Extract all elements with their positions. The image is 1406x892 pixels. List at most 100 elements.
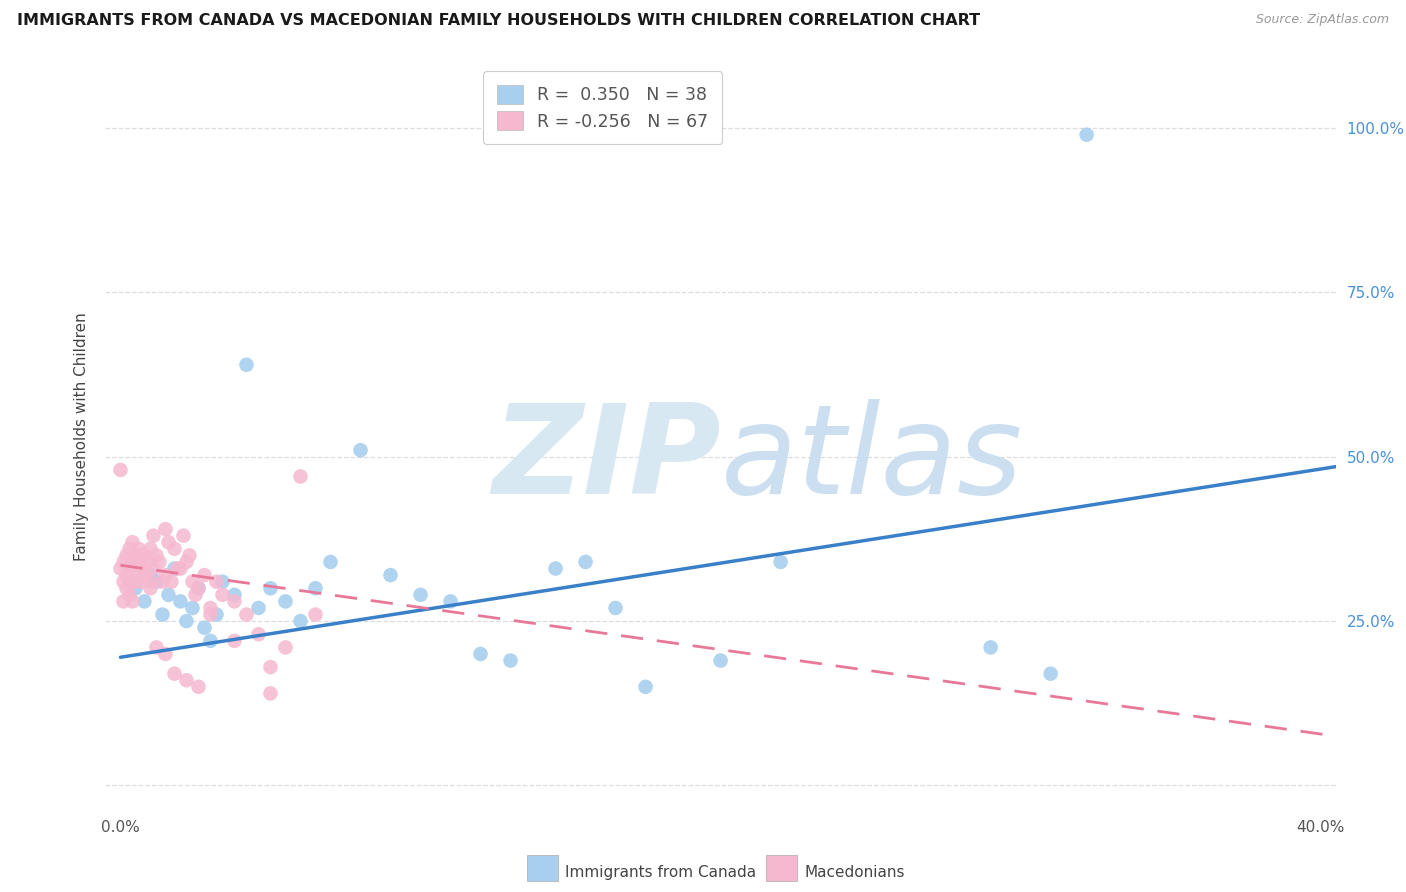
Point [145, 640, 167, 655]
Point [131, 574, 153, 589]
Point [205, 607, 228, 622]
Point [769, 555, 792, 569]
Point [152, 607, 174, 622]
Point [247, 601, 270, 615]
Point [235, 607, 257, 622]
Point [205, 574, 228, 589]
Point [176, 614, 198, 628]
Point [169, 561, 191, 575]
Point [224, 588, 246, 602]
Text: Source: ZipAtlas.com: Source: ZipAtlas.com [1256, 13, 1389, 27]
Point [187, 680, 209, 694]
Point [980, 640, 1002, 655]
Point [124, 549, 146, 563]
Point [131, 549, 153, 563]
Point [470, 647, 492, 661]
Text: Immigrants from Canada: Immigrants from Canada [565, 865, 756, 880]
Point [155, 568, 177, 582]
Point [710, 654, 733, 668]
Point [163, 666, 186, 681]
Point [304, 581, 326, 595]
Text: Macedonians: Macedonians [804, 865, 904, 880]
Point [127, 555, 149, 569]
Point [157, 588, 180, 602]
Point [184, 588, 207, 602]
Point [290, 614, 312, 628]
Point [112, 555, 135, 569]
Point [187, 581, 209, 595]
Point [131, 561, 153, 575]
Point [118, 588, 141, 602]
Point [574, 555, 596, 569]
Point [319, 555, 342, 569]
Point [155, 522, 177, 536]
Point [1039, 666, 1062, 681]
Point [139, 581, 162, 595]
Point [115, 549, 138, 563]
Point [179, 549, 201, 563]
Point [200, 601, 222, 615]
Point [163, 561, 186, 575]
Legend: R =  0.350   N = 38, R = -0.256   N = 67: R = 0.350 N = 38, R = -0.256 N = 67 [484, 71, 723, 145]
Point [380, 568, 402, 582]
Point [139, 574, 162, 589]
Point [1076, 128, 1098, 142]
Point [439, 594, 461, 608]
Point [142, 561, 165, 575]
Point [181, 574, 204, 589]
Y-axis label: Family Households with Children: Family Households with Children [75, 313, 90, 561]
Point [181, 601, 204, 615]
Point [118, 561, 141, 575]
Point [134, 549, 156, 563]
Point [259, 581, 281, 595]
Point [148, 555, 170, 569]
Text: IMMIGRANTS FROM CANADA VS MACEDONIAN FAMILY HOUSEHOLDS WITH CHILDREN CORRELATION: IMMIGRANTS FROM CANADA VS MACEDONIAN FAM… [17, 13, 980, 29]
Point [136, 555, 159, 569]
Point [176, 673, 198, 688]
Point [118, 541, 141, 556]
Point [224, 594, 246, 608]
Point [634, 680, 657, 694]
Point [247, 627, 270, 641]
Point [134, 594, 156, 608]
Point [121, 574, 143, 589]
Point [112, 574, 135, 589]
Point [224, 633, 246, 648]
Point [169, 594, 191, 608]
Point [145, 574, 167, 589]
Point [172, 529, 194, 543]
Point [200, 607, 222, 622]
Point [112, 594, 135, 608]
Point [127, 541, 149, 556]
Point [121, 535, 143, 549]
Point [259, 660, 281, 674]
Point [110, 463, 132, 477]
Point [121, 594, 143, 608]
Point [166, 561, 188, 575]
Point [211, 588, 233, 602]
Point [193, 568, 215, 582]
Point [124, 561, 146, 575]
Point [193, 621, 215, 635]
Point [155, 647, 177, 661]
Point [124, 574, 146, 589]
Point [160, 574, 183, 589]
Text: ZIP: ZIP [492, 399, 721, 520]
Point [139, 541, 162, 556]
Point [134, 568, 156, 582]
Point [152, 574, 174, 589]
Point [145, 549, 167, 563]
Point [211, 574, 233, 589]
Point [139, 568, 162, 582]
Point [115, 568, 138, 582]
Point [290, 469, 312, 483]
Text: atlas: atlas [721, 399, 1022, 520]
Point [200, 633, 222, 648]
Point [115, 581, 138, 595]
Point [304, 607, 326, 622]
Point [499, 654, 522, 668]
Point [349, 443, 371, 458]
Point [187, 581, 209, 595]
Point [134, 568, 156, 582]
Point [163, 541, 186, 556]
